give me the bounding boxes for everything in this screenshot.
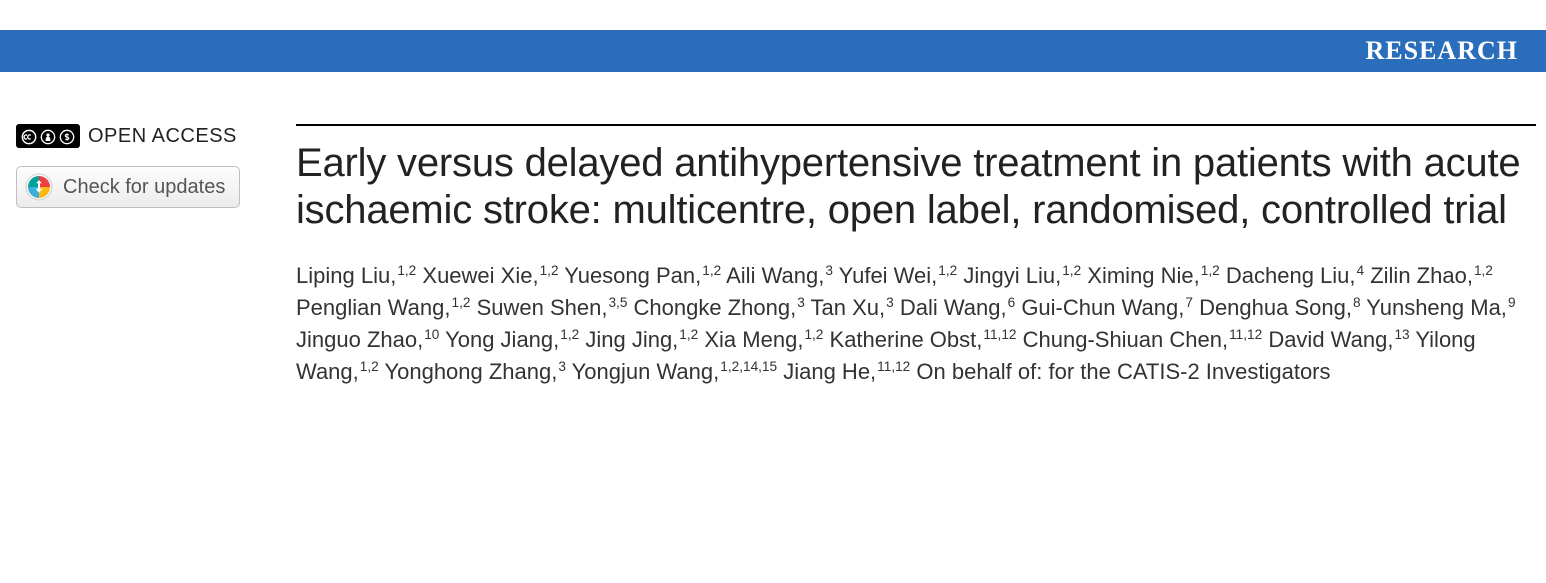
author-list: Liping Liu,1,2 Xuewei Xie,1,2 Yuesong Pa… xyxy=(296,260,1536,388)
author: Zilin Zhao,1,2 xyxy=(1370,263,1493,288)
sidebar: OPEN ACCESS Check for updates xyxy=(16,124,296,388)
author-affil: 1,2 xyxy=(451,295,471,310)
author-affil: 6 xyxy=(1007,295,1016,310)
author-affil: 1,2 xyxy=(559,327,579,342)
author-affil: 1,2 xyxy=(359,359,379,374)
author: Chongke Zhong,3 xyxy=(634,295,805,320)
author: Suwen Shen,3,5 xyxy=(477,295,628,320)
author-affil: 3 xyxy=(885,295,894,310)
author-affil: 7 xyxy=(1184,295,1193,310)
author: Denghua Song,8 xyxy=(1199,295,1360,320)
author: Yongjun Wang,1,2,14,15 xyxy=(572,359,777,384)
author: Ximing Nie,1,2 xyxy=(1087,263,1219,288)
author: David Wang,13 xyxy=(1268,327,1409,352)
crossmark-icon xyxy=(25,173,53,201)
article-main: Early versus delayed antihypertensive tr… xyxy=(296,124,1536,388)
author: Yuesong Pan,1,2 xyxy=(564,263,721,288)
open-access-row: OPEN ACCESS xyxy=(16,124,276,148)
author: Tan Xu,3 xyxy=(811,295,894,320)
author-affil: 3 xyxy=(557,359,566,374)
author-affil: 3 xyxy=(796,295,805,310)
open-access-label: OPEN ACCESS xyxy=(88,125,237,148)
author-affil: 1,2,14,15 xyxy=(719,359,777,374)
author: Yong Jiang,1,2 xyxy=(445,327,579,352)
content-row: OPEN ACCESS Check for updates Early vers… xyxy=(0,124,1546,388)
author: Jing Jing,1,2 xyxy=(585,327,698,352)
author-affil: 1,2 xyxy=(1200,263,1220,278)
author: Aili Wang,3 xyxy=(726,263,833,288)
author: Dacheng Liu,4 xyxy=(1226,263,1364,288)
author-affil: 3,5 xyxy=(607,295,627,310)
cc-license-icon xyxy=(16,124,80,148)
author-affil: 1,2 xyxy=(937,263,957,278)
author-affil: 9 xyxy=(1507,295,1516,310)
author: Penglian Wang,1,2 xyxy=(296,295,470,320)
author-affil: 4 xyxy=(1356,263,1365,278)
author: Jingyi Liu,1,2 xyxy=(963,263,1081,288)
author-affil: 13 xyxy=(1393,327,1409,342)
author: Chung-Shiuan Chen,11,12 xyxy=(1023,327,1263,352)
author: Yonghong Zhang,3 xyxy=(384,359,565,384)
article-title: Early versus delayed antihypertensive tr… xyxy=(296,140,1536,234)
author: Yufei Wei,1,2 xyxy=(839,263,958,288)
section-banner: RESEARCH xyxy=(0,30,1546,72)
author-affil: 1,2 xyxy=(539,263,559,278)
author: Liping Liu,1,2 xyxy=(296,263,416,288)
author-affil: 3 xyxy=(824,263,833,278)
author: Jinguo Zhao,10 xyxy=(296,327,439,352)
author: Yunsheng Ma,9 xyxy=(1366,295,1515,320)
author-affil: 8 xyxy=(1352,295,1361,310)
author: Dali Wang,6 xyxy=(900,295,1015,320)
author-affil: 1,2 xyxy=(701,263,721,278)
author-affil: 11,12 xyxy=(982,327,1016,342)
author: Gui-Chun Wang,7 xyxy=(1021,295,1193,320)
author: Katherine Obst,11,12 xyxy=(830,327,1017,352)
author-affil: 11,12 xyxy=(876,359,910,374)
author-affil: 1,2 xyxy=(1473,263,1493,278)
banner-label: RESEARCH xyxy=(1366,36,1518,66)
check-updates-button[interactable]: Check for updates xyxy=(16,166,240,208)
author-affil: 1,2 xyxy=(803,327,823,342)
behalf-text: On behalf of: for the CATIS-2 Investigat… xyxy=(916,359,1330,384)
author: Jiang He,11,12 xyxy=(783,359,910,384)
author-affil: 11,12 xyxy=(1228,327,1262,342)
author-affil: 1,2 xyxy=(396,263,416,278)
check-updates-label: Check for updates xyxy=(63,176,225,199)
author-affil: 1,2 xyxy=(678,327,698,342)
author-affil: 1,2 xyxy=(1061,263,1081,278)
author: Xuewei Xie,1,2 xyxy=(422,263,558,288)
author: Xia Meng,1,2 xyxy=(704,327,823,352)
author-affil: 10 xyxy=(423,327,439,342)
